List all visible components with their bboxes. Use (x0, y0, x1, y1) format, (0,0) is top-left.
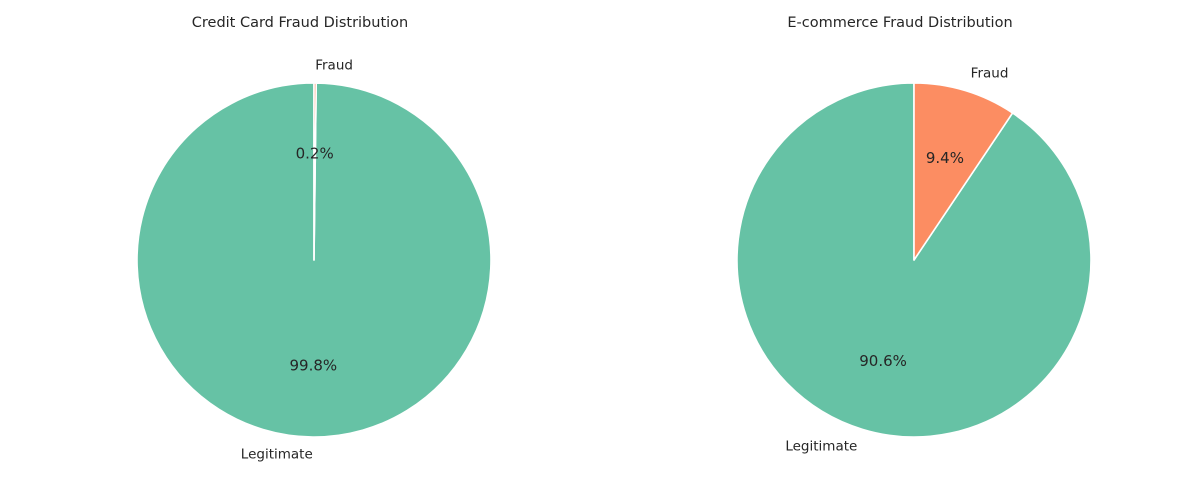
pie-slice-fraud (313, 82, 318, 261)
credit-card-pie-chart: Legitimate 99.8% Fraud 0.2% (136, 57, 492, 463)
slice-label-fraud: Fraud (971, 66, 1009, 82)
ecommerce-chart-panel: E-commerce Fraud Distribution Legitimate… (600, 0, 1200, 500)
slice-label-legitimate: Legitimate (241, 447, 313, 463)
percent-label-legitimate: 90.6% (859, 352, 907, 370)
credit-card-chart-panel: Credit Card Fraud Distribution Legitimat… (136, 15, 492, 463)
ecommerce-pie-chart: Legitimate 90.6% Fraud 9.4% (736, 66, 1092, 454)
slice-label-legitimate: Legitimate (785, 438, 857, 454)
chart-title: Credit Card Fraud Distribution (191, 15, 409, 31)
percent-label-fraud: 0.2% (296, 144, 334, 162)
percent-label-legitimate: 99.8% (290, 357, 338, 375)
slice-label-fraud: Fraud (315, 57, 353, 73)
percent-label-fraud: 9.4% (926, 149, 964, 167)
chart-title: E-commerce Fraud Distribution (787, 15, 1013, 31)
pie-slice-fraud (913, 82, 1014, 261)
